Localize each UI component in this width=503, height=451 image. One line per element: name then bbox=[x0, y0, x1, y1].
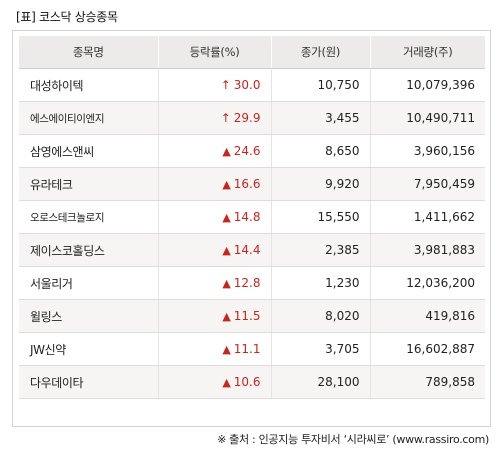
change-rate: ↑ 30.0 bbox=[157, 68, 271, 102]
stock-name: 서울리거 bbox=[19, 266, 158, 300]
change-rate: ▲ 24.6 bbox=[157, 134, 271, 168]
volume: 419,816 bbox=[369, 299, 485, 333]
volume: 10,490,711 bbox=[369, 101, 485, 135]
rate-value: 12.8 bbox=[233, 276, 261, 290]
rate-value: 24.6 bbox=[233, 144, 261, 158]
up-triangle-icon: ▲ bbox=[222, 145, 231, 158]
table-row: 윌링스 ▲ 11.5 8,020 419,816 bbox=[19, 299, 485, 333]
volume: 1,411,662 bbox=[369, 200, 485, 234]
close-price: 10,750 bbox=[270, 68, 370, 102]
close-price: 2,385 bbox=[270, 233, 370, 267]
volume: 12,036,200 bbox=[369, 266, 485, 300]
up-triangle-icon: ▲ bbox=[222, 178, 231, 191]
header-name: 종목명 bbox=[19, 36, 158, 69]
change-rate: ▲ 16.6 bbox=[157, 167, 271, 201]
table-header-row: 종목명 등락률(%) 종가(원) 거래량(주) bbox=[19, 36, 485, 69]
table-row: JW신약 ▲ 11.1 3,705 16,602,887 bbox=[19, 332, 485, 366]
change-rate: ▲ 10.6 bbox=[157, 365, 271, 399]
volume: 3,981,883 bbox=[369, 233, 485, 267]
table-row: 삼영에스앤씨 ▲ 24.6 8,650 3,960,156 bbox=[19, 134, 485, 168]
stock-name: 다우데이타 bbox=[19, 365, 158, 399]
header-rate: 등락률(%) bbox=[157, 36, 271, 69]
volume: 16,602,887 bbox=[369, 332, 485, 366]
stock-name: 삼영에스앤씨 bbox=[19, 134, 158, 168]
stock-name: 유라테크 bbox=[19, 167, 158, 201]
rate-value: 16.6 bbox=[233, 177, 261, 191]
change-rate: ↑ 29.9 bbox=[157, 101, 271, 135]
change-rate: ▲ 14.4 bbox=[157, 233, 271, 267]
close-price: 15,550 bbox=[270, 200, 370, 234]
close-price: 8,650 bbox=[270, 134, 370, 168]
change-rate: ▲ 11.5 bbox=[157, 299, 271, 333]
table-row: 에스에이티이엔지 ↑ 29.9 3,455 10,490,711 bbox=[19, 101, 485, 135]
rate-value: 11.1 bbox=[233, 342, 261, 356]
up-arrow-icon: ↑ bbox=[220, 111, 231, 125]
volume: 7,950,459 bbox=[369, 167, 485, 201]
header-volume: 거래량(주) bbox=[369, 36, 485, 69]
table-row: 서울리거 ▲ 12.8 1,230 12,036,200 bbox=[19, 266, 485, 300]
close-price: 28,100 bbox=[270, 365, 370, 399]
up-triangle-icon: ▲ bbox=[222, 277, 231, 290]
volume: 3,960,156 bbox=[369, 134, 485, 168]
close-price: 9,920 bbox=[270, 167, 370, 201]
stock-name: 에스에이티이엔지 bbox=[19, 101, 158, 135]
header-price: 종가(원) bbox=[270, 36, 370, 69]
up-triangle-icon: ▲ bbox=[222, 310, 231, 323]
close-price: 3,455 bbox=[270, 101, 370, 135]
change-rate: ▲ 12.8 bbox=[157, 266, 271, 300]
change-rate: ▲ 11.1 bbox=[157, 332, 271, 366]
volume: 789,858 bbox=[369, 365, 485, 399]
close-price: 3,705 bbox=[270, 332, 370, 366]
up-triangle-icon: ▲ bbox=[222, 244, 231, 257]
up-triangle-icon: ▲ bbox=[222, 343, 231, 356]
stock-name: 대성하이텍 bbox=[19, 68, 158, 102]
table-row: 제이스코홀딩스 ▲ 14.4 2,385 3,981,883 bbox=[19, 233, 485, 267]
table-row: 유라테크 ▲ 16.6 9,920 7,950,459 bbox=[19, 167, 485, 201]
up-arrow-icon: ↑ bbox=[220, 78, 231, 92]
page-title: [표] 코스닥 상승종목 bbox=[16, 10, 118, 24]
stock-table: 종목명 등락률(%) 종가(원) 거래량(주) 대성하이텍 ↑ 30.0 10,7… bbox=[19, 36, 485, 399]
source-note: ※ 출처 : 인공지능 투자비서 ‘시라씨로’ (www.rassiro.com… bbox=[217, 433, 489, 446]
rate-value: 29.9 bbox=[233, 111, 261, 125]
table-row: 대성하이텍 ↑ 30.0 10,750 10,079,396 bbox=[19, 68, 485, 102]
stock-name: 제이스코홀딩스 bbox=[19, 233, 158, 267]
rate-value: 30.0 bbox=[233, 78, 261, 92]
up-triangle-icon: ▲ bbox=[222, 211, 231, 224]
stock-name: 윌링스 bbox=[19, 299, 158, 333]
table-row: 다우데이타 ▲ 10.6 28,100 789,858 bbox=[19, 365, 485, 399]
table-row: 오로스테크놀로지 ▲ 14.8 15,550 1,411,662 bbox=[19, 200, 485, 234]
rate-value: 11.5 bbox=[233, 309, 261, 323]
stock-name: JW신약 bbox=[19, 332, 158, 366]
volume: 10,079,396 bbox=[369, 68, 485, 102]
close-price: 1,230 bbox=[270, 266, 370, 300]
rate-value: 14.4 bbox=[233, 243, 261, 257]
change-rate: ▲ 14.8 bbox=[157, 200, 271, 234]
up-triangle-icon: ▲ bbox=[222, 376, 231, 389]
close-price: 8,020 bbox=[270, 299, 370, 333]
rate-value: 14.8 bbox=[233, 210, 261, 224]
rate-value: 10.6 bbox=[233, 375, 261, 389]
stock-name: 오로스테크놀로지 bbox=[19, 200, 158, 234]
